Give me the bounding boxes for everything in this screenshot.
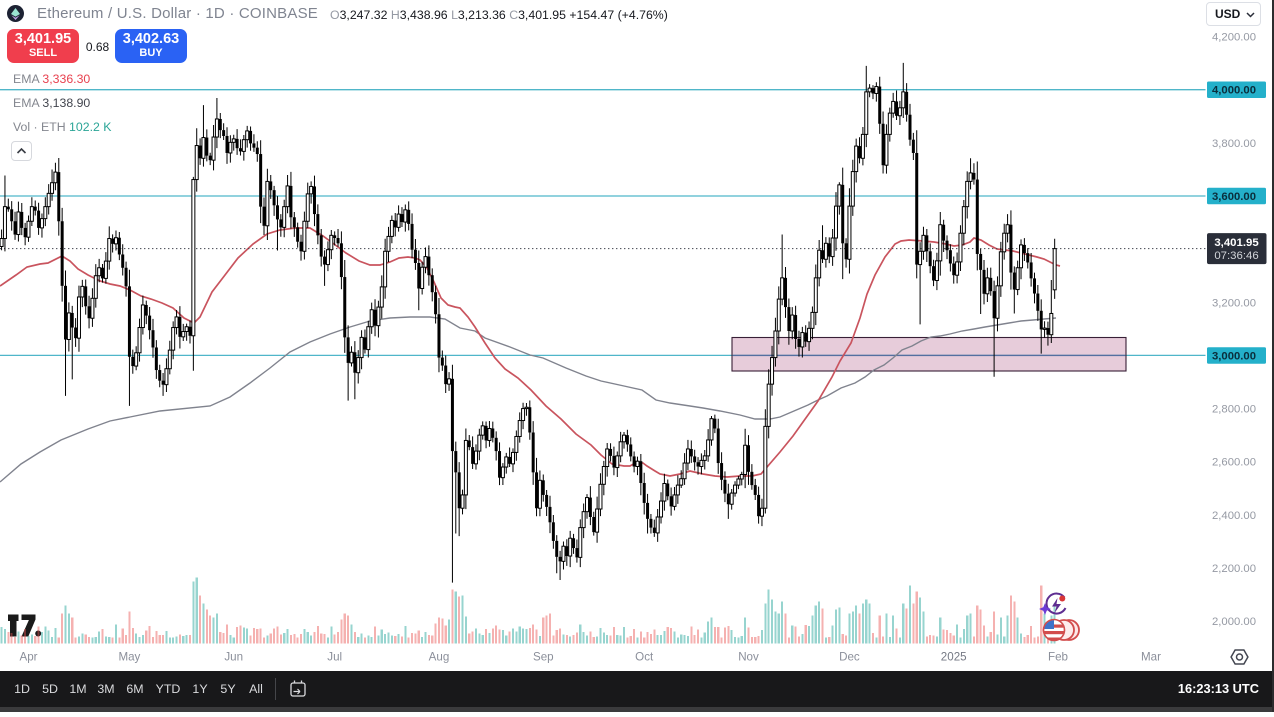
svg-text:3,600.00: 3,600.00 xyxy=(1212,191,1256,203)
svg-text:2025: 2025 xyxy=(941,651,967,664)
svg-text:3,800.00: 3,800.00 xyxy=(1212,138,1256,150)
svg-text:07:36:46: 07:36:46 xyxy=(1214,250,1258,262)
svg-text:Dec: Dec xyxy=(839,651,860,664)
svg-text:2,000.00: 2,000.00 xyxy=(1212,616,1256,628)
svg-text:2,600.00: 2,600.00 xyxy=(1212,457,1256,469)
svg-text:Oct: Oct xyxy=(635,651,654,664)
svg-text:2,400.00: 2,400.00 xyxy=(1212,510,1256,522)
svg-text:2,200.00: 2,200.00 xyxy=(1212,563,1256,575)
svg-text:Mar: Mar xyxy=(1141,651,1161,664)
svg-text:Jun: Jun xyxy=(224,651,243,664)
svg-text:3,401.95: 3,401.95 xyxy=(1214,237,1259,249)
svg-text:Sep: Sep xyxy=(533,651,554,664)
svg-text:Feb: Feb xyxy=(1048,651,1068,664)
svg-text:3,000.00: 3,000.00 xyxy=(1212,350,1256,362)
svg-text:Aug: Aug xyxy=(429,651,450,664)
svg-text:Nov: Nov xyxy=(738,651,759,664)
svg-text:2,800.00: 2,800.00 xyxy=(1212,404,1256,416)
svg-text:4,200.00: 4,200.00 xyxy=(1212,32,1256,44)
svg-text:May: May xyxy=(118,651,140,664)
svg-text:4,000.00: 4,000.00 xyxy=(1212,85,1256,97)
svg-text:3,200.00: 3,200.00 xyxy=(1212,297,1256,309)
svg-text:Jul: Jul xyxy=(327,651,342,664)
svg-text:Apr: Apr xyxy=(19,651,37,664)
